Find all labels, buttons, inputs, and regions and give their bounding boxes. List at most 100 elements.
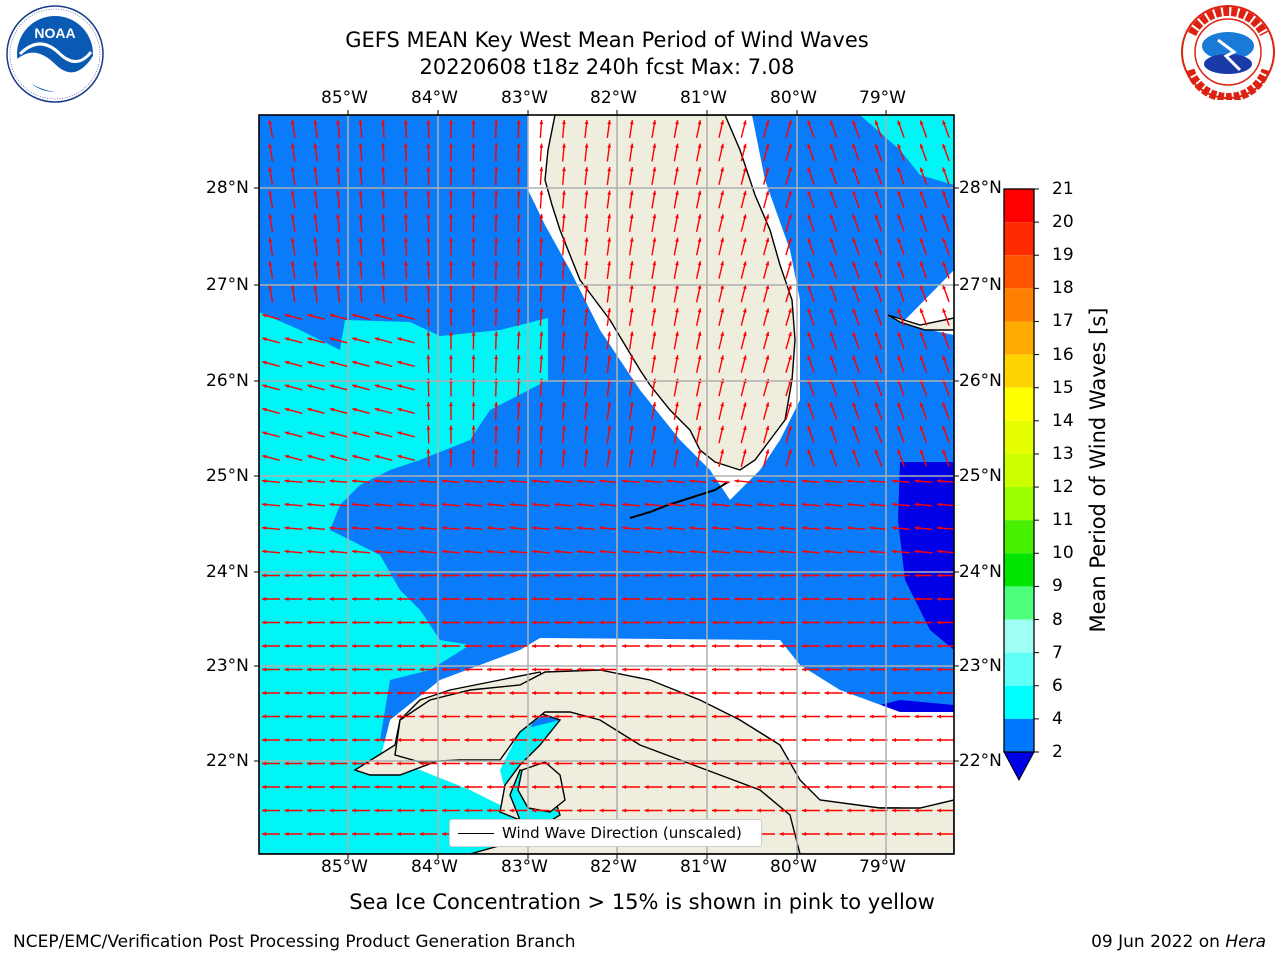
wind-wave-arrow — [577, 738, 595, 742]
ocean-4-6s-northeast-region — [860, 115, 954, 185]
wind-wave-arrow — [449, 166, 453, 186]
wind-wave-arrow — [561, 284, 566, 303]
wind-wave-arrow — [846, 526, 866, 531]
wind-wave-arrow — [307, 667, 325, 672]
lon-label-bottom: 82°W — [590, 857, 637, 877]
wind-wave-arrow — [824, 714, 843, 719]
wind-wave-arrow — [734, 761, 753, 766]
wind-wave-arrow — [734, 714, 753, 719]
wind-wave-arrow — [762, 143, 770, 162]
wind-wave-arrow — [374, 549, 393, 554]
wind-wave-arrow — [712, 714, 730, 719]
wind-wave-arrow — [261, 549, 281, 554]
wind-wave-arrow — [869, 738, 888, 742]
wind-wave-arrow — [847, 808, 865, 813]
wind-wave-arrow — [718, 355, 725, 373]
lon-label-top: 80°W — [770, 88, 817, 108]
wind-wave-arrow — [471, 166, 476, 186]
wind-wave-arrow — [651, 331, 657, 350]
wind-wave-arrow — [897, 214, 905, 232]
wind-wave-arrow — [734, 502, 753, 507]
wind-wave-arrow — [606, 213, 612, 233]
wind-wave-arrow — [449, 237, 453, 256]
wind-wave-arrow — [426, 119, 431, 139]
wind-wave-arrow — [262, 407, 280, 415]
colorbar-tick-label: 9 — [1052, 576, 1063, 597]
lon-label-top: 84°W — [411, 88, 458, 108]
wind-wave-arrow — [667, 691, 685, 695]
wind-wave-arrow — [936, 526, 954, 531]
wind-wave-arrow — [852, 120, 860, 138]
wind-wave-arrow — [785, 425, 792, 444]
wind-wave-arrow — [644, 714, 663, 719]
wind-wave-arrow — [937, 738, 954, 742]
wind-wave-arrow — [532, 738, 550, 742]
wind-wave-arrow — [554, 761, 573, 766]
wind-wave-arrow — [937, 808, 954, 813]
wind-wave-arrow — [374, 407, 393, 415]
wind-wave-arrow — [516, 213, 521, 233]
wind-wave-arrow — [352, 454, 370, 462]
wind-wave-arrow — [824, 573, 843, 578]
wind-wave-arrow — [329, 573, 348, 578]
svg-text:NOAA: NOAA — [34, 25, 75, 41]
wind-wave-arrow — [740, 331, 747, 350]
wind-wave-arrow — [802, 597, 820, 601]
wind-wave-arrow — [442, 761, 460, 766]
wind-wave-arrow — [891, 479, 911, 484]
wind-wave-arrow — [919, 214, 928, 232]
wind-wave-arrow — [740, 425, 747, 444]
wind-wave-arrow — [914, 644, 933, 648]
wind-wave-arrow — [644, 549, 663, 554]
wind-wave-arrow — [628, 307, 634, 327]
wind-wave-arrow — [852, 308, 860, 326]
wind-wave-arrow — [897, 331, 905, 350]
wind-wave-arrow — [487, 761, 505, 766]
wind-wave-arrow — [852, 449, 860, 467]
wind-wave-arrow — [396, 502, 416, 507]
wind-wave-arrow — [802, 808, 820, 813]
colorbar-tick-label: 6 — [1052, 675, 1063, 696]
wind-wave-arrow — [673, 402, 679, 420]
wind-wave-arrow — [509, 526, 528, 531]
wind-wave-arrow — [919, 449, 928, 467]
wind-wave-arrow — [426, 425, 431, 444]
wind-wave-arrow — [554, 502, 573, 507]
wind-wave-arrow — [734, 644, 753, 648]
wind-wave-arrow — [802, 738, 820, 742]
wind-wave-arrow — [756, 526, 776, 531]
wind-wave-arrow — [487, 667, 505, 672]
wind-wave-arrow — [262, 360, 280, 368]
wind-wave-arrow — [471, 237, 476, 256]
wind-wave-arrow — [757, 667, 775, 672]
wind-wave-arrow — [712, 738, 730, 742]
wind-wave-arrow — [307, 761, 325, 766]
lon-label-bottom: 81°W — [680, 857, 727, 877]
wind-wave-arrow — [561, 401, 566, 421]
wind-wave-arrow — [802, 761, 820, 766]
wind-wave-arrow — [471, 143, 476, 162]
wind-wave-arrow — [577, 785, 595, 789]
wind-wave-arrow — [644, 502, 663, 507]
wind-wave-arrow — [561, 190, 566, 209]
lon-label-top: 81°W — [680, 88, 727, 108]
wind-wave-arrow — [919, 261, 928, 279]
wind-wave-arrow — [336, 260, 341, 280]
wind-wave-arrow — [785, 331, 792, 350]
wind-wave-arrow — [442, 691, 460, 695]
wind-wave-arrow — [695, 190, 702, 209]
sea-ice-note: Sea Ice Concentration > 15% is shown in … — [349, 890, 935, 914]
wind-wave-arrow — [606, 260, 612, 280]
wind-wave-arrow — [874, 261, 883, 279]
wind-wave-arrow — [628, 448, 634, 468]
wind-wave-arrow — [329, 761, 348, 766]
lon-label-bottom: 84°W — [411, 857, 458, 877]
colorbar-tick-label: 16 — [1052, 344, 1074, 365]
wind-wave-arrow — [577, 644, 595, 648]
wind-wave-arrow — [397, 454, 415, 462]
wind-wave-arrow — [464, 761, 483, 766]
lat-label-right: 22°N — [959, 751, 1002, 771]
wind-wave-arrow — [577, 691, 595, 695]
wind-wave-arrow — [942, 284, 950, 303]
wind-wave-arrow — [942, 214, 950, 232]
